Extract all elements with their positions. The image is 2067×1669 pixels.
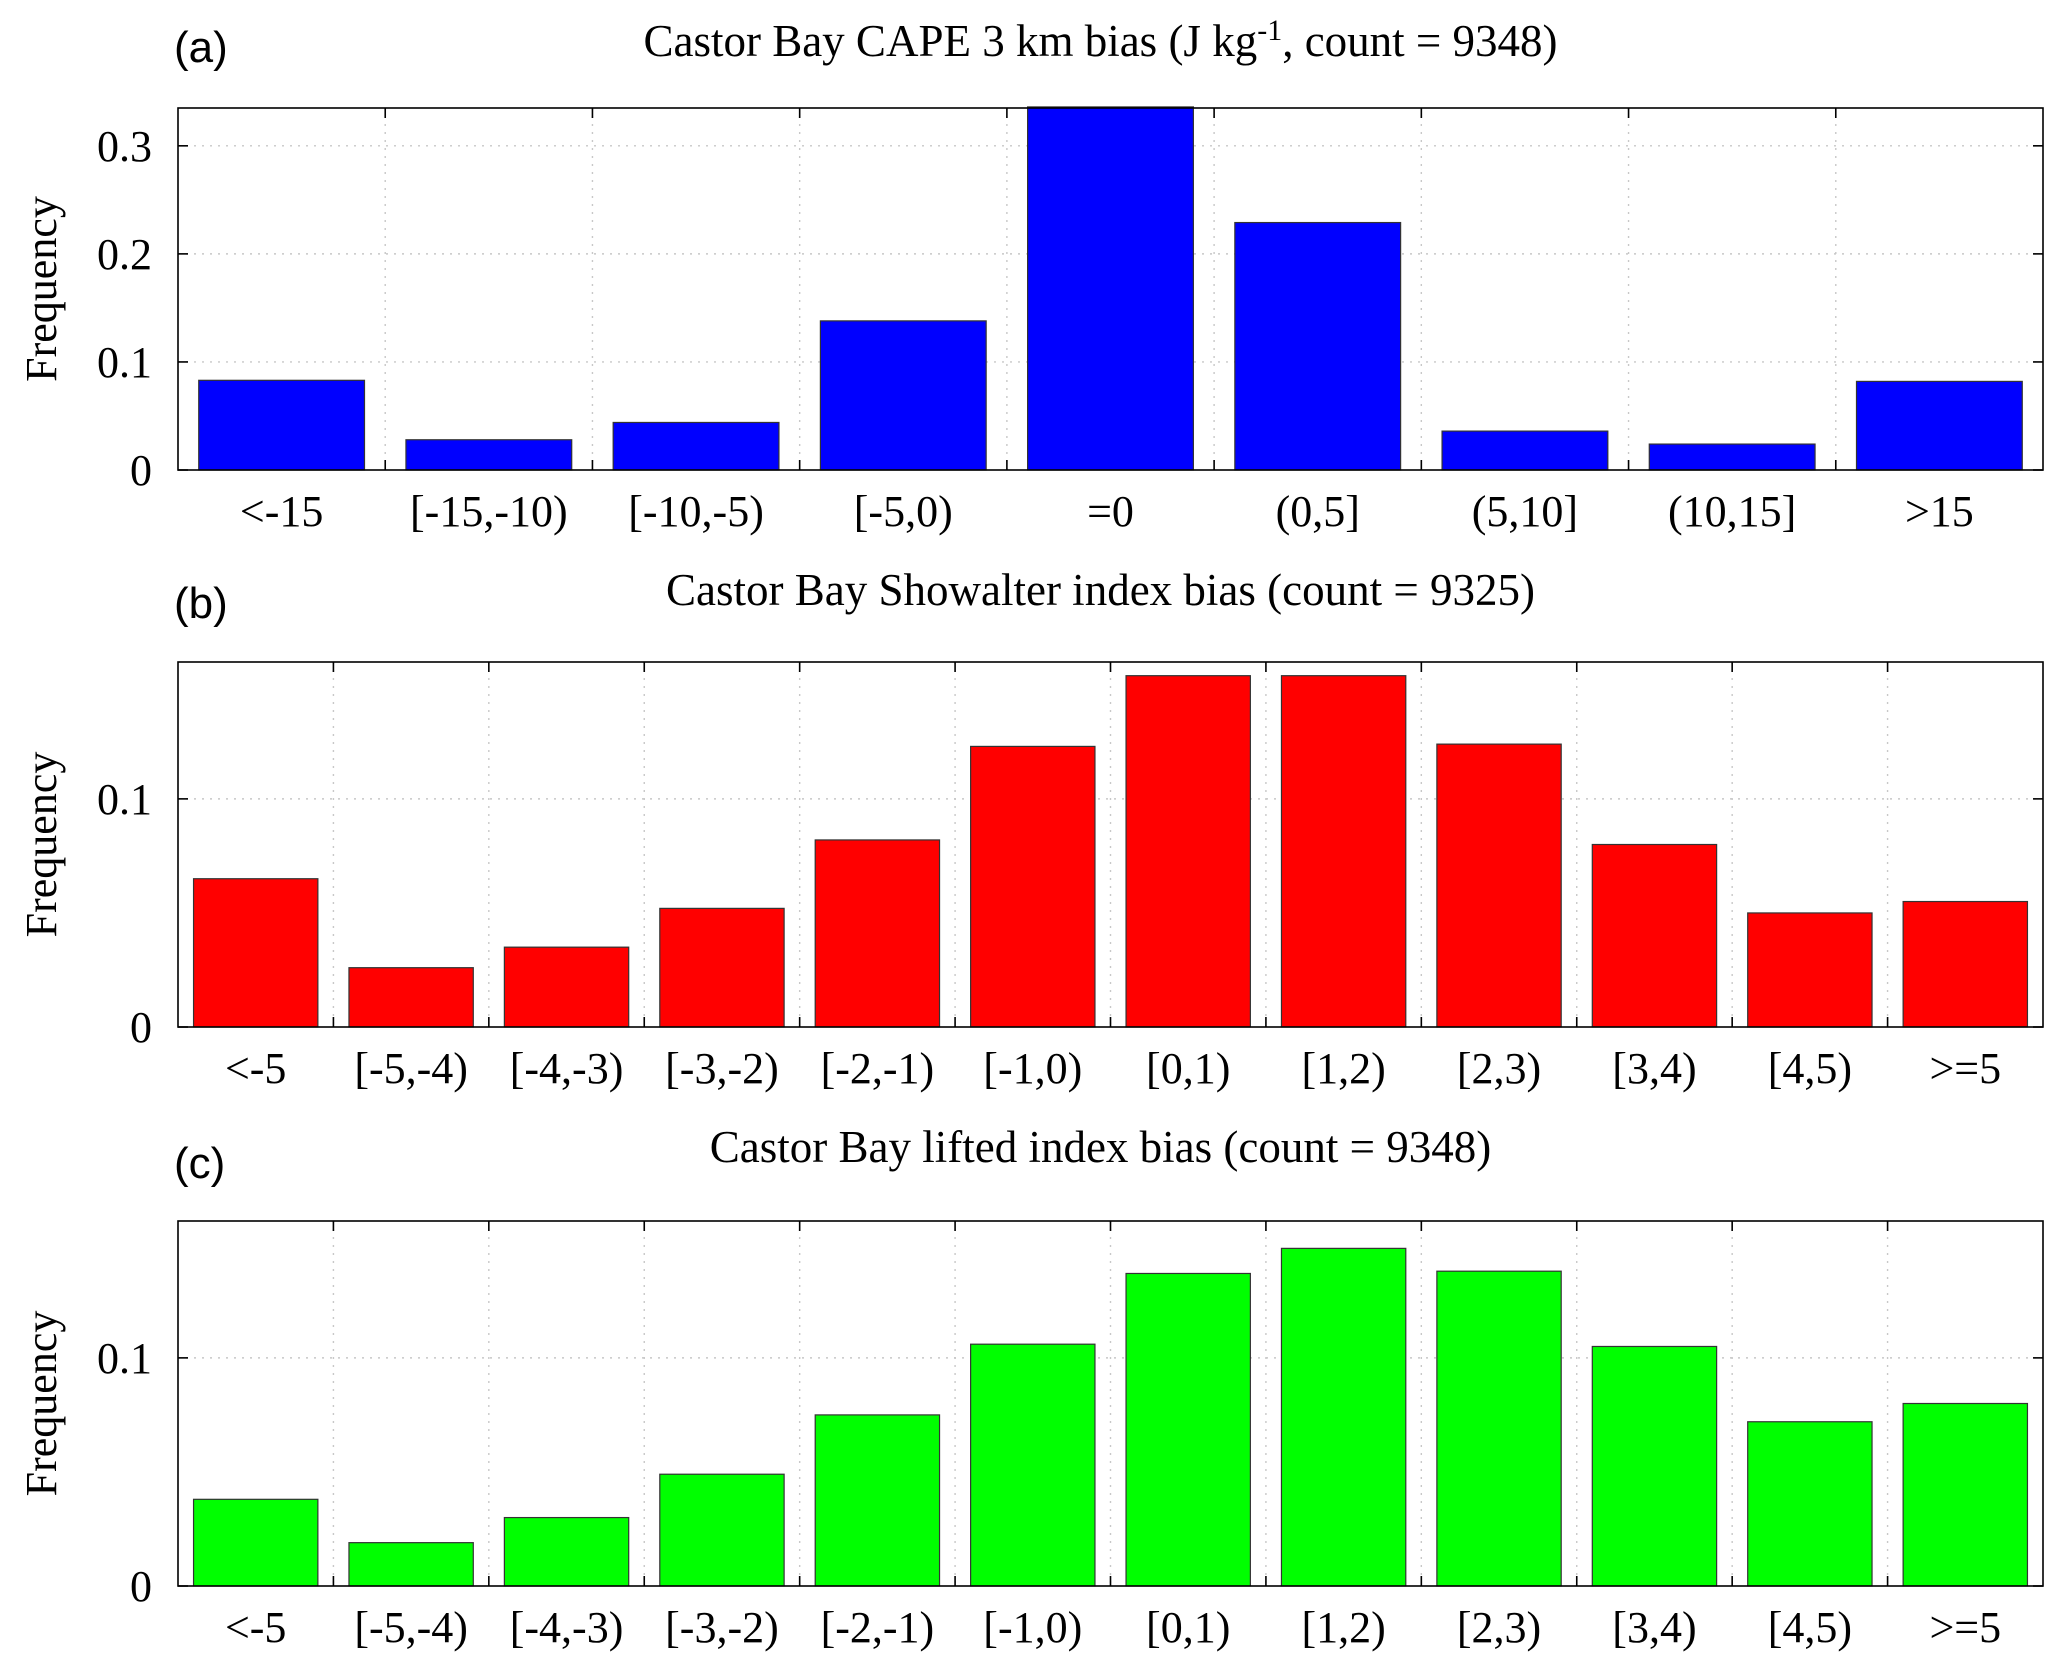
x-tick-label: [2,3) [1457,1044,1541,1093]
bar [1747,912,1873,1028]
x-tick-label: [3,4) [1612,1044,1696,1093]
x-tick-label: [4,5) [1768,1603,1852,1652]
bar [1591,843,1718,1028]
x-tick-label: [0,1) [1146,1044,1230,1093]
y-axis-label: Frequency [17,1311,66,1497]
bar [1125,1272,1251,1587]
x-tick-label: >=5 [1929,1603,2001,1652]
plot-area-frame [177,1220,2044,1587]
x-tick-label: [-10,-5) [628,487,764,536]
bar [970,745,1096,1028]
bar [192,878,319,1028]
x-tick-label: [-5,-4) [354,1603,468,1652]
panel-label: (b) [174,579,228,628]
y-tick-label: 0.1 [97,1334,152,1383]
x-tick-label: [-4,-3) [510,1044,624,1093]
panel-b: 0 0.1 <-5 [-5,-4) [-4,-3) [-3,-2) [-2,-1) [-1,0… [17,565,2044,1093]
x-tick-label: [-1,0) [983,1603,1082,1652]
x-tick-label: [0,1) [1146,1603,1230,1652]
x-tick-label: [-1,0) [983,1044,1082,1093]
bar [1280,1247,1407,1587]
plot-area-frame [177,661,2044,1028]
bar [1902,900,2029,1028]
bar [659,907,785,1028]
panel-c: 0 0.1 <-5 [-5,-4) [-4,-3) [-3,-2) [-2,-1) [-1,0… [17,1122,2044,1652]
bar [192,1498,319,1587]
bar [1027,106,1194,471]
bar [612,421,780,471]
bar [405,439,573,471]
x-tick-label: [-5,0) [854,487,953,536]
chart-title-superscript: -1 [1257,14,1282,47]
bar [814,1414,941,1587]
x-tick-label: =0 [1087,487,1134,536]
bar [1125,675,1251,1028]
chart-title: Castor Bay lifted index bias (count = 93… [710,1122,1491,1172]
bar [503,946,630,1028]
x-tick-label: [1,2) [1301,1044,1385,1093]
chart-title-suffix: , count = 9348) [1282,16,1557,66]
x-tick-label: >15 [1905,487,1974,536]
chart-title: Castor Bay Showalter index bias (count =… [666,565,1535,615]
bar [1280,675,1407,1028]
bar [659,1473,785,1587]
y-axis-label: Frequency [17,196,66,382]
x-tick-label: [-2,-1) [821,1044,935,1093]
bar [1902,1402,2029,1587]
bar [1436,743,1562,1028]
x-tick-label: <-15 [240,487,323,536]
x-tick-label: [-15,-10) [410,487,568,536]
y-tick-label: 0.3 [97,122,152,171]
bar [198,379,366,471]
bar [970,1343,1096,1587]
chart-title: Castor Bay CAPE 3 km bias (J kg-1, count… [643,14,1557,66]
x-tick-label: [4,5) [1768,1044,1852,1093]
x-tick-label: [-3,-2) [665,1603,779,1652]
y-tick-label: 0 [130,1562,152,1611]
panel-a: 0 0.1 0.2 0.3 <-15 [-15,-10) [-10,-5) [-5,0) =0 (… [17,14,2044,536]
bar [1441,430,1609,471]
bar [1747,1421,1873,1587]
x-tick-label: [2,3) [1457,1603,1541,1652]
x-tick-label: <-5 [225,1044,286,1093]
y-tick-label: 0.1 [97,775,152,824]
x-tick-label: >=5 [1929,1044,2001,1093]
x-tick-label: [-4,-3) [510,1603,624,1652]
panel-label: (a) [174,23,228,72]
y-axis-label: Frequency [17,752,66,938]
x-tick-label: [-5,-4) [354,1044,468,1093]
plot-area-frame [177,107,2044,471]
bar [348,1542,474,1587]
x-tick-label: [-3,-2) [665,1044,779,1093]
y-tick-label: 0.1 [97,338,152,387]
chart-title-text: Castor Bay lifted index bias (count = 93… [710,1122,1491,1172]
bar [503,1516,630,1587]
bar [348,967,474,1028]
bar [814,839,941,1028]
bar [1436,1270,1562,1587]
x-tick-label: [3,4) [1612,1603,1696,1652]
bar [1855,380,2023,471]
y-tick-label: 0 [130,446,152,495]
x-tick-label: <-5 [225,1603,286,1652]
x-tick-label: (0,5] [1276,487,1360,536]
bar [819,320,987,471]
x-tick-label: (10,15] [1668,487,1796,536]
x-tick-label: (5,10] [1472,487,1578,536]
chart-title-text: Castor Bay CAPE 3 km bias (J kg [643,16,1257,66]
bar [1648,443,1816,471]
bar [1234,221,1402,471]
x-tick-label: [-2,-1) [821,1603,935,1652]
y-tick-label: 0.2 [97,230,152,279]
panel-label: (c) [174,1139,225,1188]
x-tick-label: [1,2) [1301,1603,1385,1652]
y-tick-label: 0 [130,1003,152,1052]
bar [1591,1345,1718,1587]
chart-title-text: Castor Bay Showalter index bias (count =… [666,565,1535,615]
